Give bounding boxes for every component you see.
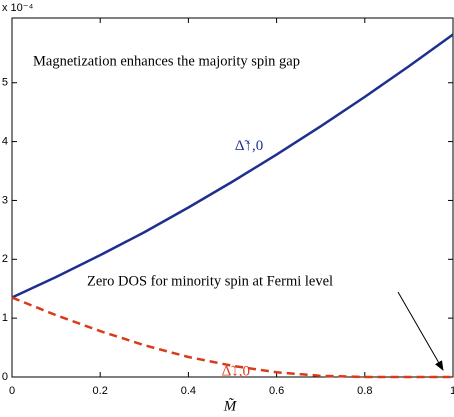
y-tick-label: 2: [2, 253, 8, 265]
annotation: Magnetization enhances the majority spin…: [33, 53, 300, 69]
plot-frame: [11, 17, 454, 378]
x-tick-label: 0.6: [269, 385, 284, 397]
line-series: [11, 296, 453, 379]
y-tick-label: 5: [2, 77, 8, 89]
y-tick-label: 3: [2, 194, 8, 206]
x-axis-label: M̃: [223, 398, 238, 414]
x-tick-label: 0.8: [357, 385, 372, 397]
x-tick-label: 0: [9, 385, 15, 397]
axis-multiplier: x 10⁻⁴: [2, 2, 34, 14]
x-tick-label: 0.2: [93, 385, 108, 397]
y-tick-label: 4: [2, 135, 8, 147]
line-series: [11, 33, 454, 299]
x-tick-label: 0.4: [181, 385, 196, 397]
arrow: [397, 291, 444, 371]
y-tick-label: 1: [2, 312, 8, 324]
series-label: Δ̃↑,0: [235, 138, 263, 154]
annotation: Zero DOS for minority spin at Fermi leve…: [87, 273, 333, 289]
y-tick-label: 0: [2, 371, 8, 383]
series-label: Δ̃↓,0: [222, 363, 250, 379]
x-tick-label: 1: [450, 385, 454, 397]
